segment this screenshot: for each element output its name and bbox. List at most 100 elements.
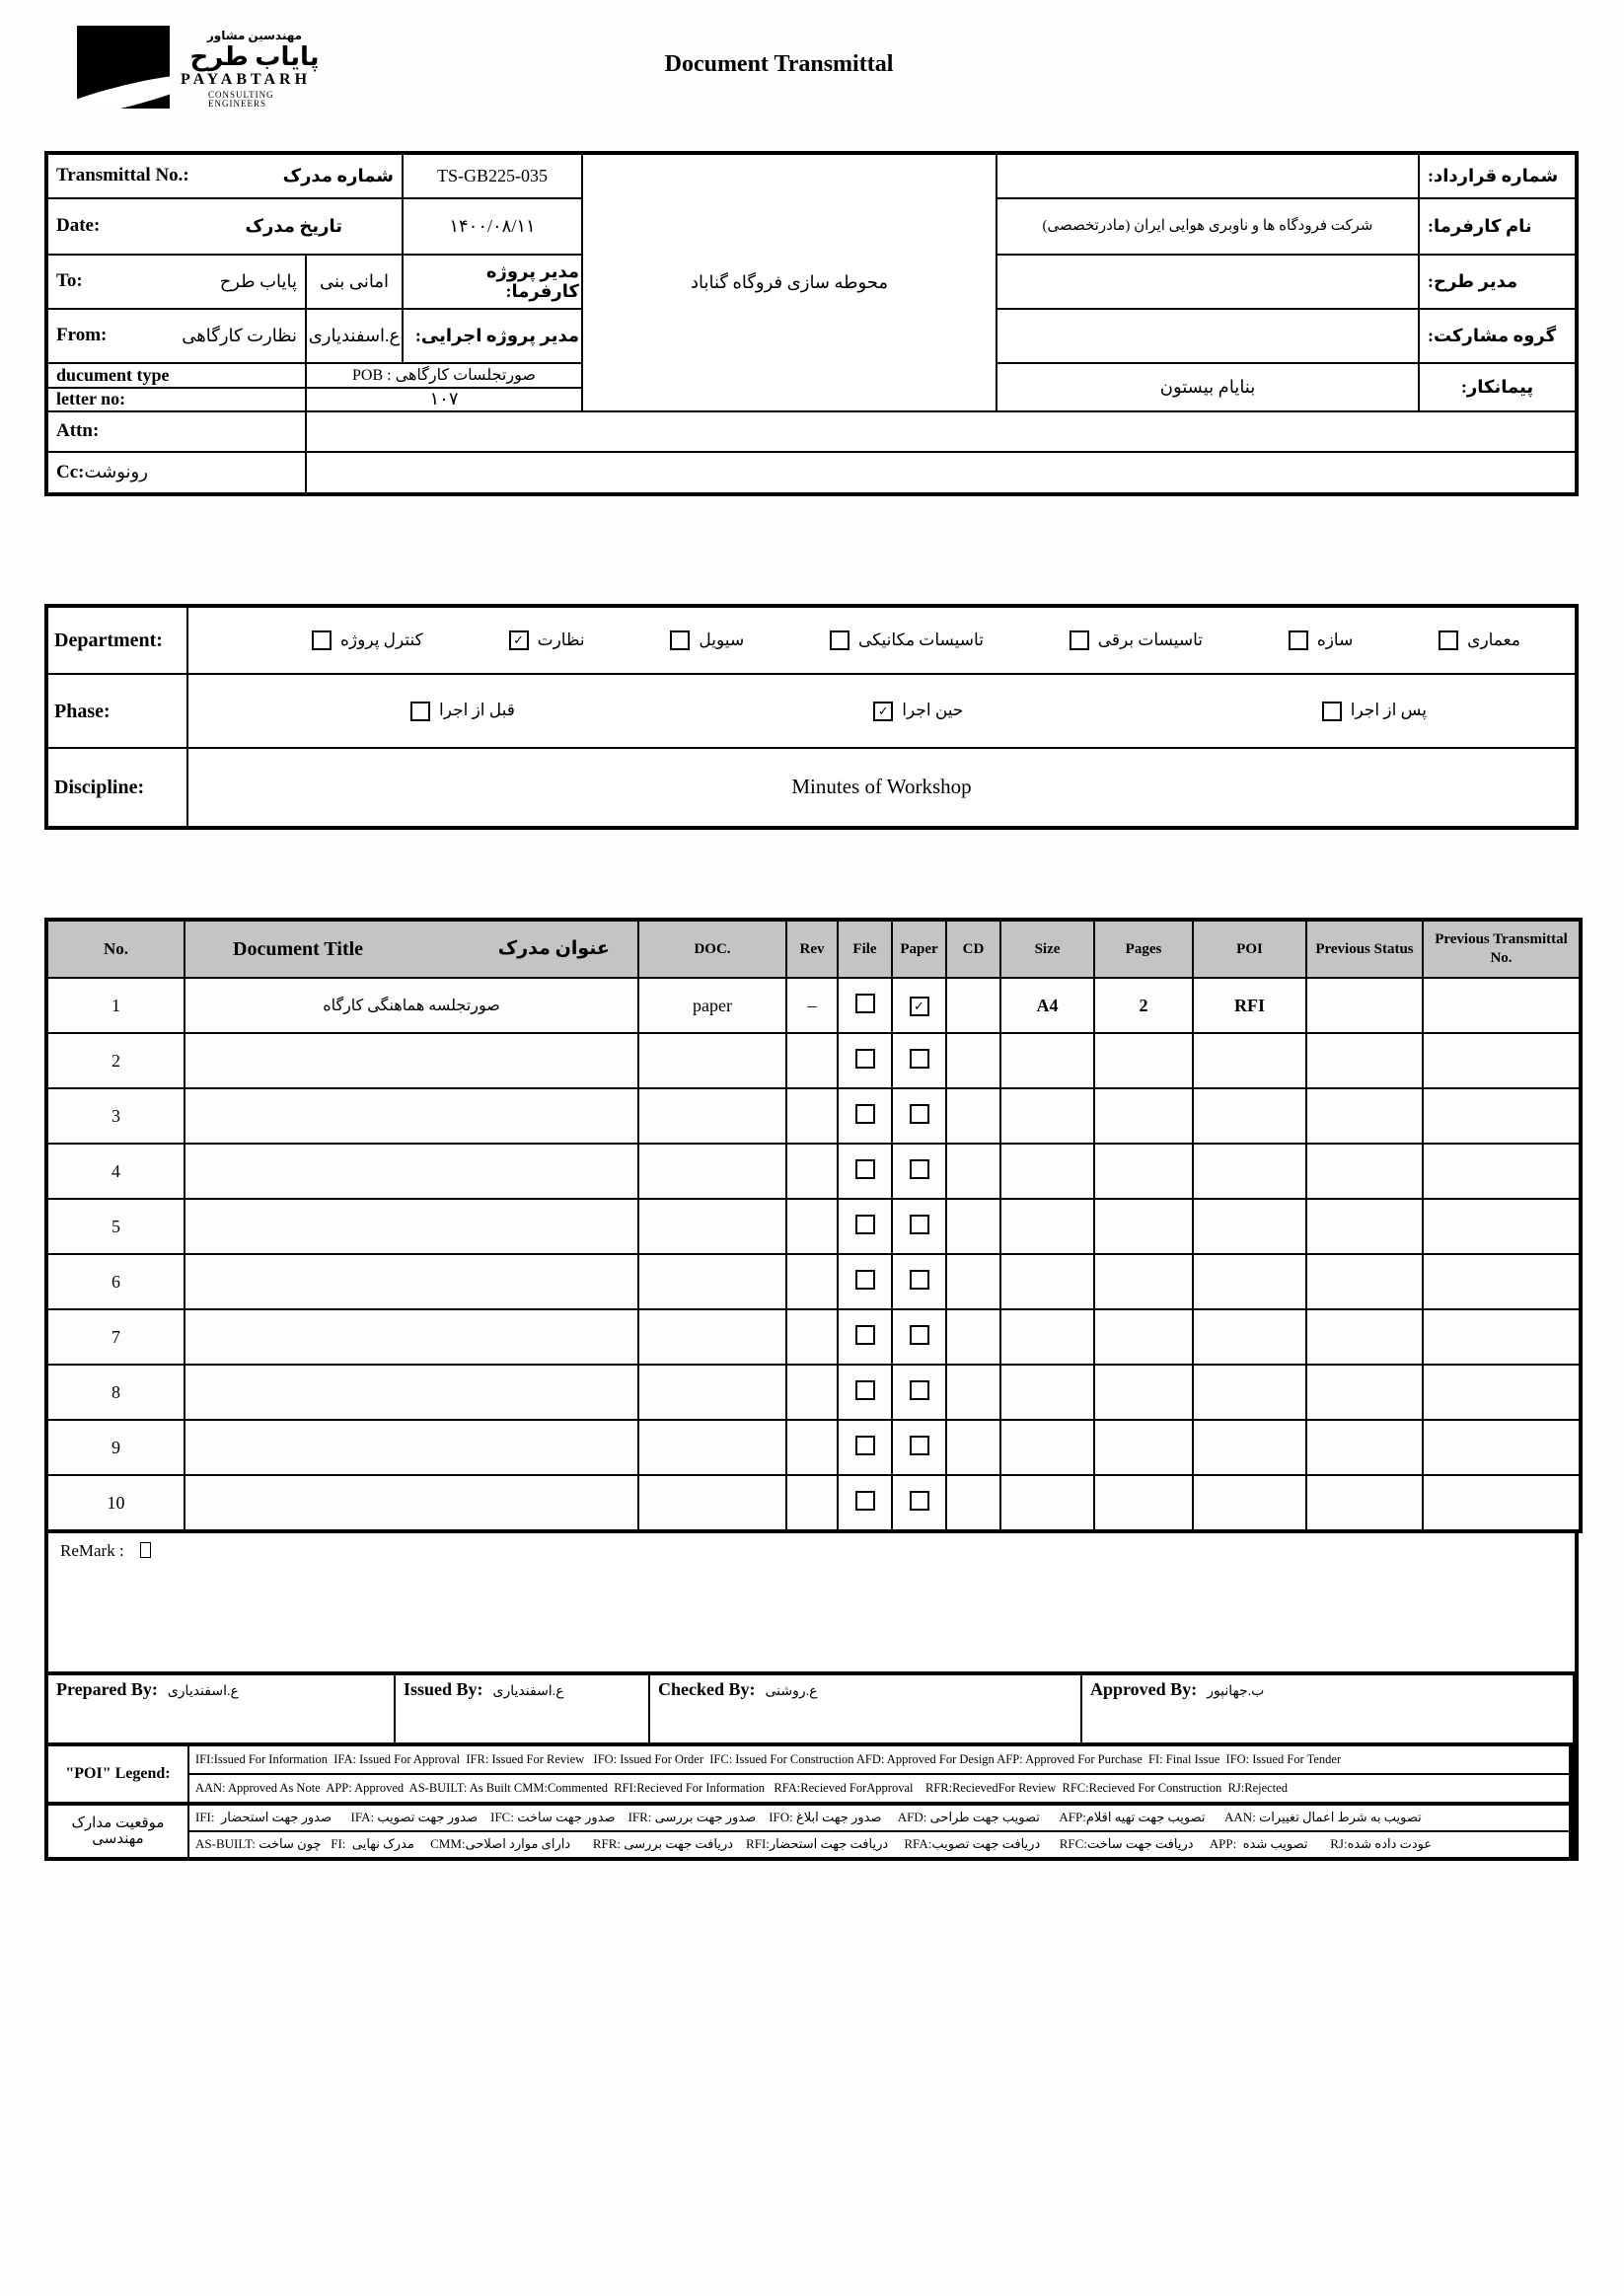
remark-section: ReMark :	[44, 1529, 1579, 1675]
cell-no: 8	[45, 1364, 185, 1421]
checkbox-unchecked[interactable]	[829, 630, 849, 650]
checkbox-unchecked[interactable]	[909, 1324, 929, 1345]
date-label-en: Date:	[56, 215, 101, 237]
col-pages: Pages	[1093, 919, 1194, 979]
brand-name-en: PAYABTARH	[181, 70, 312, 88]
checkbox-unchecked[interactable]	[410, 701, 430, 721]
cell-file	[837, 1308, 893, 1366]
signature-name: ب.جهانپور	[1207, 1684, 1265, 1699]
checkbox-unchecked[interactable]	[854, 1048, 875, 1069]
cell-cd	[945, 1474, 1001, 1532]
poi-legend-fa-line1: IFI: صدور جهت استحضار IFA: صدور جهت تصوی…	[189, 1806, 1569, 1830]
letter-no-value: ۱۰۷	[307, 389, 581, 410]
to-value: پایاب طرح	[219, 270, 297, 291]
checkbox-unchecked[interactable]	[909, 1103, 929, 1124]
date-label-cell: Date: تاریخ مدرک	[48, 199, 402, 254]
checkbox-unchecked[interactable]	[1439, 630, 1459, 650]
contractor-label: پیمانکار:	[1420, 364, 1575, 410]
cell-previous-status	[1305, 1198, 1424, 1255]
cell-size	[999, 1308, 1095, 1366]
cell-previous-status	[1305, 977, 1424, 1034]
remark-label: ReMark :	[60, 1541, 124, 1560]
table-row: 6	[45, 1253, 1582, 1310]
cell-size	[999, 1474, 1095, 1532]
checkbox-unchecked[interactable]	[909, 1435, 929, 1455]
to-person: امانی بنی	[307, 256, 402, 308]
checkbox-unchecked[interactable]	[1288, 630, 1308, 650]
checkbox-unchecked[interactable]	[1069, 630, 1089, 650]
checkbox-unchecked[interactable]	[909, 1269, 929, 1290]
checkbox-unchecked[interactable]	[854, 1269, 875, 1290]
department-label: Department:	[48, 608, 186, 673]
table-header-row: No. Document Title عنوان مدرک DOC. Rev F…	[45, 919, 1582, 979]
doctype-value: POB : صورتجلسات کارگاهی	[307, 364, 581, 387]
poi-legend-line1: IFI:Issued For Information IFA: Issued F…	[189, 1746, 1569, 1773]
cell-size	[999, 1087, 1095, 1145]
cell-cd	[945, 977, 1001, 1034]
project-name-cell: محوطه سازی فروگاه گناباد	[583, 155, 996, 410]
cell-file	[837, 1364, 893, 1421]
cell-file	[837, 1474, 893, 1532]
checkbox-unchecked[interactable]	[854, 1324, 875, 1345]
checkbox-unchecked[interactable]	[909, 1048, 929, 1069]
contract-no-value	[997, 155, 1418, 197]
cell-cd	[945, 1308, 1001, 1366]
checkbox-unchecked[interactable]	[854, 1435, 875, 1455]
signature-label: Prepared By:	[56, 1679, 158, 1699]
discipline-label: Discipline:	[48, 749, 186, 826]
cell-doc	[637, 1419, 787, 1476]
checkbox-unchecked[interactable]	[670, 630, 691, 650]
department-option: تاسیسات مکانیکی	[829, 630, 984, 650]
phase-option-label: حین اجرا	[902, 701, 964, 720]
department-option: ✓ نظارت	[508, 630, 585, 650]
checkbox-unchecked[interactable]	[1321, 701, 1342, 721]
checkbox-unchecked[interactable]	[854, 993, 875, 1013]
checkbox-unchecked[interactable]	[854, 1214, 875, 1234]
partnership-value	[997, 310, 1418, 362]
from-value: نظارت کارگاهی	[182, 325, 297, 345]
to-cell: To: پایاب طرح	[48, 256, 305, 308]
brand-block: مهندسین مشاور پایاب طرح PAYABTARH CONSUL…	[181, 30, 329, 110]
signature-name: ع.روشنی	[765, 1684, 818, 1699]
poi-legend-fa: موقعیت مدارک مهندسی IFI: صدور جهت استحضا…	[44, 1802, 1579, 1861]
cell-file	[837, 1253, 893, 1310]
cell-previous-transmittal	[1422, 1308, 1582, 1366]
checkbox-unchecked[interactable]	[312, 630, 332, 650]
table-row: 2	[45, 1032, 1582, 1089]
doc-table-body: 1 صورتجلسه هماهنگی کارگاه paper – ✓ A4 2 RFI 2 3 4…	[45, 977, 1582, 1532]
checkbox-unchecked[interactable]	[909, 1214, 929, 1234]
cell-doc	[637, 1032, 787, 1089]
from-cell: From: نظارت کارگاهی	[48, 310, 305, 362]
checkbox-unchecked[interactable]	[909, 1158, 929, 1179]
cell-cd	[945, 1087, 1001, 1145]
checkbox-unchecked[interactable]	[854, 1379, 875, 1400]
checkbox-unchecked[interactable]	[854, 1490, 875, 1511]
cell-size	[999, 1419, 1095, 1476]
design-manager-label: مدیر طرح:	[1420, 256, 1575, 308]
cell-no: 2	[45, 1032, 185, 1089]
signature-name: ع.اسفندیاری	[492, 1684, 564, 1699]
cell-file	[837, 1419, 893, 1476]
cell-cd	[945, 1143, 1001, 1200]
cell-rev	[785, 1143, 839, 1200]
checkbox-unchecked[interactable]	[854, 1103, 875, 1124]
cell-pages: 2	[1093, 977, 1194, 1034]
cell-no: 9	[45, 1419, 185, 1476]
cell-cd	[945, 1364, 1001, 1421]
signature-label: Checked By:	[658, 1679, 756, 1699]
cc-value	[307, 453, 1575, 492]
cell-previous-transmittal	[1422, 1419, 1582, 1476]
brand-name-fa: پایاب طرح	[189, 41, 320, 71]
checkbox-unchecked[interactable]	[909, 1490, 929, 1511]
department-option: معماری	[1439, 630, 1520, 650]
cell-size: A4	[999, 977, 1095, 1034]
checkbox-checked[interactable]: ✓	[508, 630, 529, 650]
cell-doc	[637, 1143, 787, 1200]
checkbox-checked[interactable]: ✓	[909, 997, 929, 1016]
checkbox-unchecked[interactable]	[909, 1379, 929, 1400]
cell-rev: –	[785, 977, 839, 1034]
document-list-table: No. Document Title عنوان مدرک DOC. Rev F…	[44, 918, 1583, 1533]
col-document-title-en: Document Title	[233, 937, 364, 960]
checkbox-unchecked[interactable]	[854, 1158, 875, 1179]
checkbox-checked[interactable]: ✓	[873, 701, 894, 721]
